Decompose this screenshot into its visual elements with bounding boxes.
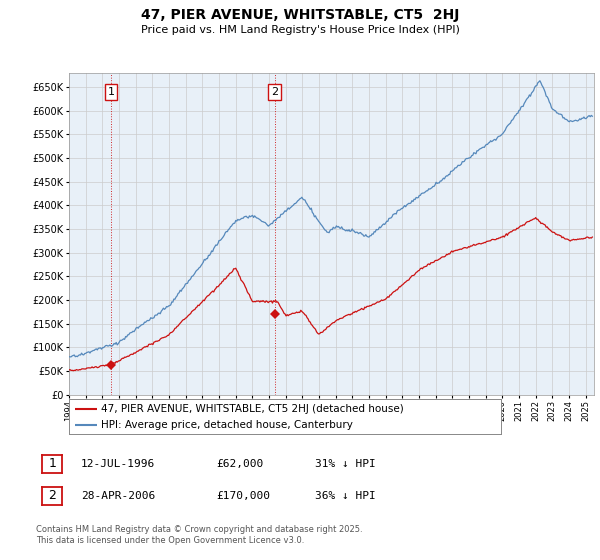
Text: Price paid vs. HM Land Registry's House Price Index (HPI): Price paid vs. HM Land Registry's House … bbox=[140, 25, 460, 35]
Text: 2: 2 bbox=[48, 489, 56, 502]
Text: 36% ↓ HPI: 36% ↓ HPI bbox=[315, 491, 376, 501]
Text: Contains HM Land Registry data © Crown copyright and database right 2025.
This d: Contains HM Land Registry data © Crown c… bbox=[36, 525, 362, 545]
Text: 1: 1 bbox=[107, 87, 115, 97]
Text: 1: 1 bbox=[48, 457, 56, 470]
Text: 47, PIER AVENUE, WHITSTABLE, CT5  2HJ: 47, PIER AVENUE, WHITSTABLE, CT5 2HJ bbox=[141, 8, 459, 22]
Text: 28-APR-2006: 28-APR-2006 bbox=[81, 491, 155, 501]
Text: 31% ↓ HPI: 31% ↓ HPI bbox=[315, 459, 376, 469]
Text: 2: 2 bbox=[271, 87, 278, 97]
Text: 47, PIER AVENUE, WHITSTABLE, CT5 2HJ (detached house): 47, PIER AVENUE, WHITSTABLE, CT5 2HJ (de… bbox=[101, 404, 404, 414]
Text: £170,000: £170,000 bbox=[216, 491, 270, 501]
Text: HPI: Average price, detached house, Canterbury: HPI: Average price, detached house, Cant… bbox=[101, 419, 353, 430]
Text: 12-JUL-1996: 12-JUL-1996 bbox=[81, 459, 155, 469]
Text: £62,000: £62,000 bbox=[216, 459, 263, 469]
